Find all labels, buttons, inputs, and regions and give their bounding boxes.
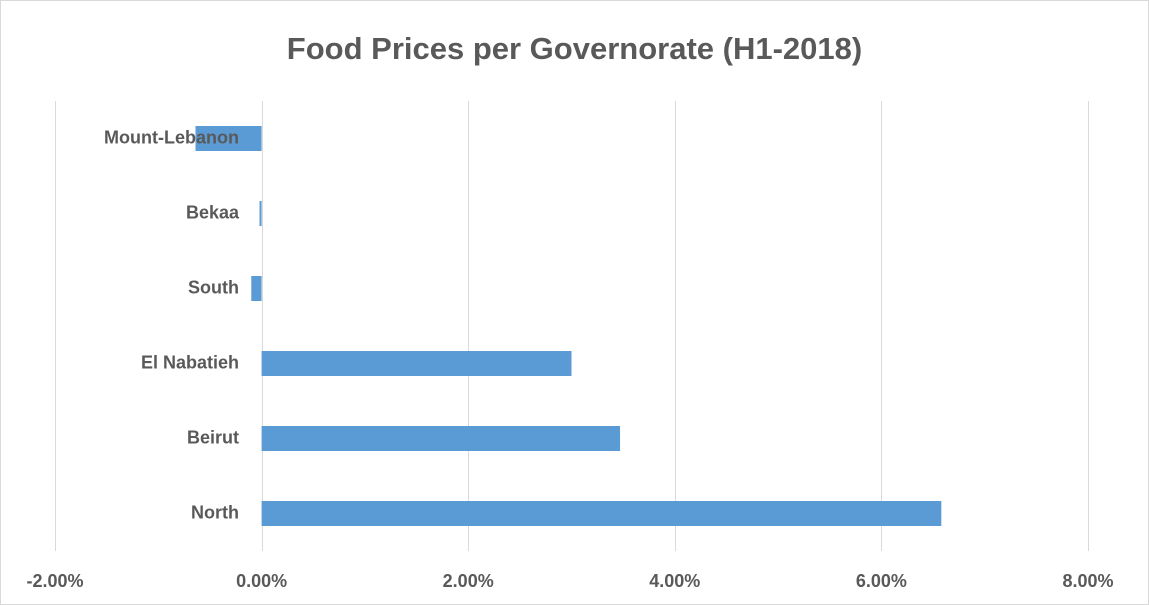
x-tick-label: -2.00%	[26, 571, 83, 591]
x-tick-label: 2.00%	[443, 571, 494, 591]
bar-beirut	[261, 426, 621, 451]
category-label: South	[188, 277, 239, 297]
x-tick-label: 8.00%	[1062, 571, 1113, 591]
category-label: Beirut	[187, 427, 239, 447]
bar-bekaa	[259, 201, 262, 226]
bars	[195, 126, 942, 526]
gridlines	[55, 101, 1089, 551]
category-label: El Nabatieh	[141, 352, 239, 372]
category-label: Bekaa	[186, 202, 240, 222]
bar-north	[261, 501, 942, 526]
category-labels: Mount-Lebanon Bekaa South El Nabatieh Beirut…	[104, 127, 240, 522]
x-tick-label: 6.00%	[856, 571, 907, 591]
bar-el-nabatieh	[261, 351, 572, 376]
category-label: North	[191, 502, 239, 522]
bar-mount-lebanon	[195, 126, 262, 151]
bar-south	[251, 276, 262, 301]
x-tick-label: 4.00%	[649, 571, 700, 591]
x-tick-label: 0.00%	[236, 571, 287, 591]
chart-title: Food Prices per Governorate (H1-2018)	[286, 31, 863, 66]
category-label: Mount-Lebanon	[104, 127, 239, 147]
x-tick-labels: -2.00% 0.00% 2.00% 4.00% 6.00% 8.00%	[26, 571, 1113, 591]
